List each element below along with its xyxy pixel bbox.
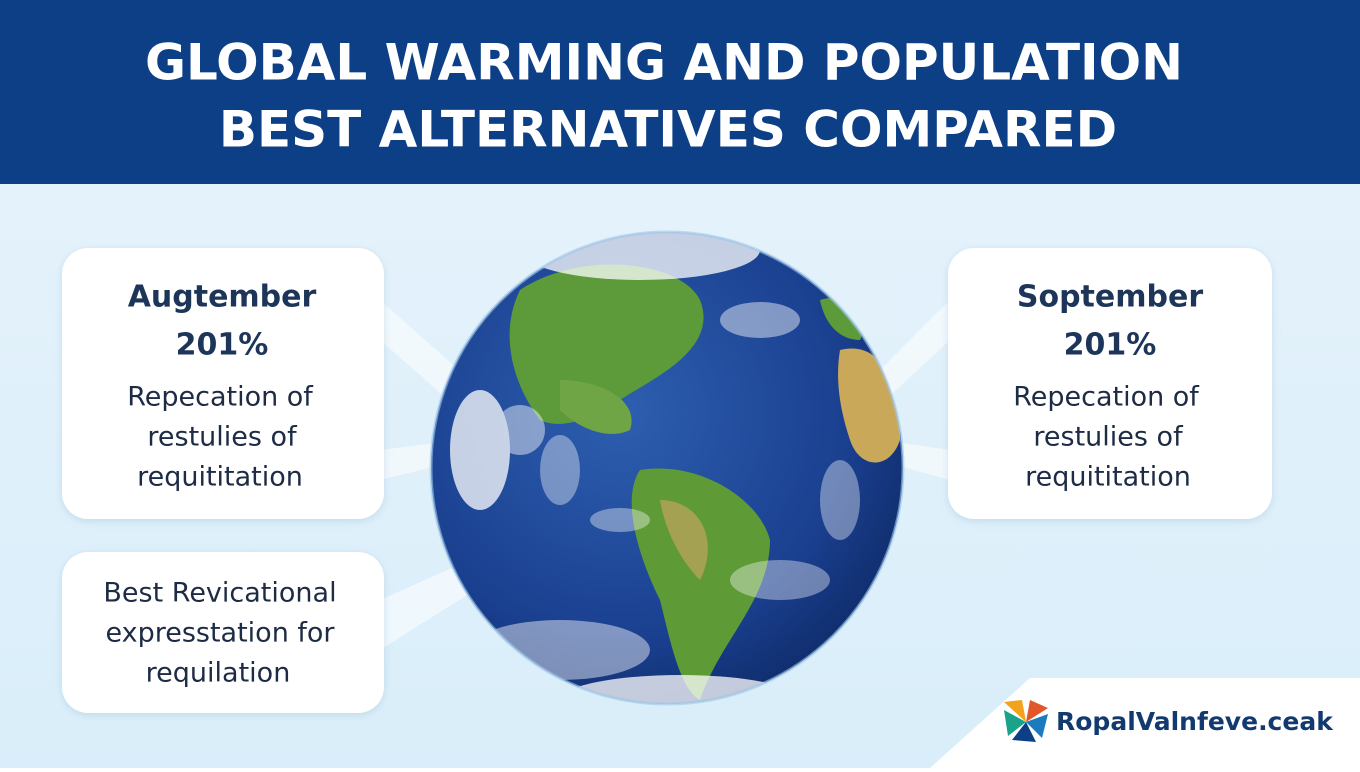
card: Augtember 201% Repecation of restulies o… bbox=[62, 248, 384, 519]
card-line: Repecation of bbox=[127, 382, 314, 413]
title-line: GLOBAL WARMING AND POPULATION bbox=[145, 34, 1183, 92]
card-line: requilation bbox=[146, 658, 291, 689]
card-line: restulies of bbox=[1033, 422, 1184, 453]
card-line: restulies of bbox=[147, 422, 298, 453]
header-bar bbox=[0, 0, 1360, 184]
globe bbox=[429, 230, 905, 706]
logo: RopalValnfeve.ceak bbox=[930, 678, 1360, 768]
card: Best Revicational expresstation for requ… bbox=[62, 552, 384, 713]
card-line: requititation bbox=[137, 462, 303, 493]
card-heading: Soptember bbox=[1017, 280, 1203, 315]
card-line: Repecation of bbox=[1013, 382, 1200, 413]
card-line: expresstation for bbox=[105, 618, 335, 649]
card-heading: Augtember bbox=[128, 280, 317, 315]
card-figure: 201% bbox=[1064, 328, 1157, 363]
title-line: BEST ALTERNATIVES COMPARED bbox=[219, 101, 1117, 159]
card-line: requititation bbox=[1025, 462, 1191, 493]
logo-text: RopalValnfeve.ceak bbox=[1056, 707, 1334, 736]
card: Soptember 201% Repecation of restulies o… bbox=[948, 248, 1272, 519]
card-figure: 201% bbox=[176, 328, 269, 363]
card-line: Best Revicational bbox=[103, 578, 336, 609]
